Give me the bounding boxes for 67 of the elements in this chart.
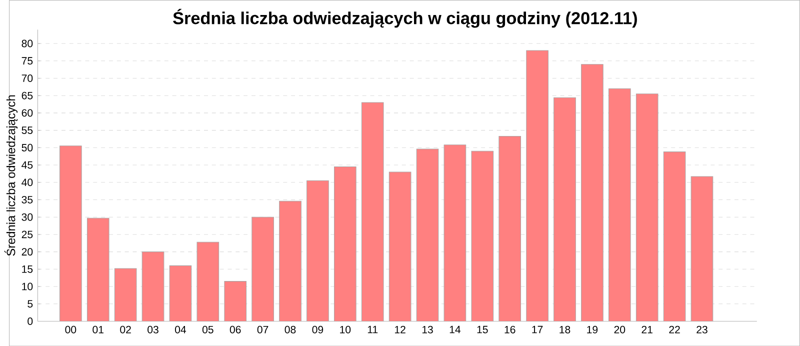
x-tick-label: 05 <box>202 326 214 334</box>
y-tick-label: 0 <box>28 317 33 325</box>
bar <box>636 93 658 322</box>
bar <box>279 200 302 322</box>
bar <box>252 216 274 322</box>
y-tick-label: 75 <box>22 57 33 64</box>
y-tick-label: 35 <box>22 196 33 204</box>
bar <box>224 280 247 322</box>
y-tick-label: 25 <box>22 230 33 238</box>
bar <box>334 166 356 322</box>
bar <box>554 97 576 322</box>
x-tick-label: 04 <box>175 326 186 334</box>
bar <box>526 50 548 322</box>
y-tick-label: 20 <box>22 248 33 256</box>
y-tick-label: 60 <box>22 109 33 117</box>
x-tick-label: 21 <box>642 326 652 334</box>
x-tick-label: 08 <box>284 326 296 334</box>
x-tick-label: 13 <box>422 326 433 334</box>
x-tick-label: 22 <box>669 326 680 334</box>
bar <box>142 251 164 322</box>
x-tick-label: 00 <box>65 326 76 334</box>
bar <box>690 176 714 322</box>
bar <box>471 150 494 322</box>
y-tick-label: 70 <box>22 74 33 82</box>
y-tick-label: 65 <box>22 92 33 100</box>
bar <box>60 146 82 322</box>
x-tick-label: 19 <box>587 326 598 334</box>
x-tick-label: 03 <box>148 326 158 334</box>
bar <box>444 144 466 322</box>
bar <box>306 180 329 322</box>
x-tick-label: 10 <box>340 326 351 334</box>
bar <box>608 88 631 322</box>
y-tick-label: 50 <box>22 144 33 152</box>
y-tick-label: 40 <box>22 178 33 186</box>
x-tick-label: 07 <box>257 326 268 334</box>
y-axis-title: Średnia liczba odwiedzających <box>4 95 18 256</box>
x-tick-label: 23 <box>696 326 708 334</box>
y-tick-label: 10 <box>22 282 33 290</box>
x-tick-label: 01 <box>92 326 104 334</box>
bar <box>169 265 192 322</box>
x-tick-label: 18 <box>560 326 570 334</box>
bar <box>114 268 137 322</box>
y-tick-label: 5 <box>28 300 33 308</box>
y-tick-label: 15 <box>22 265 33 273</box>
x-tick-label: 09 <box>312 326 324 334</box>
x-tick-label: 12 <box>394 326 406 334</box>
y-tick-label: 30 <box>22 213 33 221</box>
bar <box>388 172 412 322</box>
bar <box>416 148 439 322</box>
y-tick-label: 45 <box>22 161 33 169</box>
bar <box>498 136 522 322</box>
x-tick-label: 15 <box>477 326 488 334</box>
bar <box>663 151 686 322</box>
x-tick-label: 14 <box>450 326 461 334</box>
x-tick-label: 17 <box>532 326 543 334</box>
chart-title: Średnia liczba odwiedzających w ciągu godziny (2012.11) <box>173 8 637 28</box>
bar <box>361 102 384 322</box>
x-tick-label: 11 <box>368 326 378 334</box>
x-tick-label: 06 <box>230 326 241 334</box>
x-tick-label: 20 <box>614 326 626 334</box>
y-tick-label: 80 <box>22 40 33 48</box>
y-tick-label: 55 <box>22 126 33 134</box>
bar <box>196 242 220 322</box>
bar <box>581 64 604 322</box>
bar <box>86 218 110 322</box>
x-tick-label: 16 <box>504 326 516 334</box>
x-tick-label: 02 <box>120 326 131 334</box>
